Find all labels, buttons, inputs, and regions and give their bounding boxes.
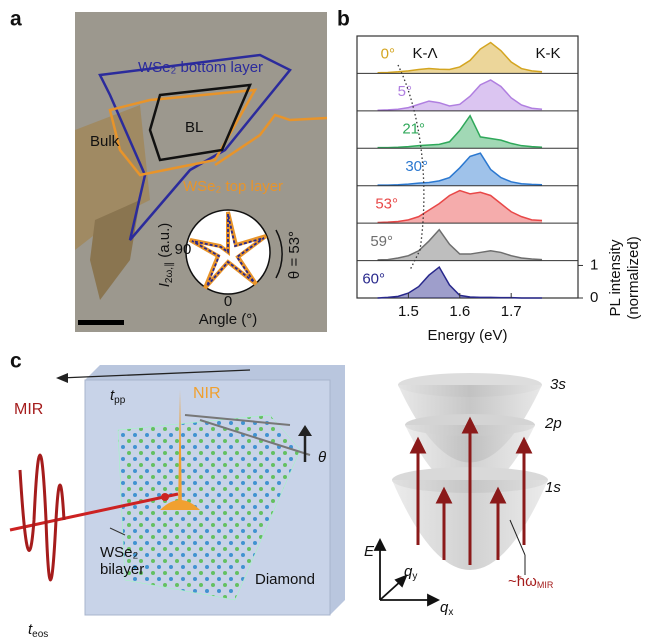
spectrum-line <box>377 189 543 224</box>
polar-tick: 90 <box>175 241 192 258</box>
panel-label: b <box>337 8 350 31</box>
spectrum-line <box>377 152 543 186</box>
state-label: 3s <box>550 376 566 393</box>
spectrum-line <box>377 41 543 74</box>
x-tick-label: 1.7 <box>501 303 522 320</box>
polar-ylabel: I2ω,∥ (a.u.) <box>156 223 175 288</box>
illustration <box>9 365 548 616</box>
label-base: t <box>110 387 115 404</box>
label-sub: x <box>448 607 453 618</box>
spectrum-area <box>377 153 543 186</box>
guide-curve <box>397 64 425 271</box>
annotation: K-K <box>535 45 560 62</box>
y-axis-label: (normalized) <box>625 236 642 319</box>
spectra-chart: 0° 5° 21° 30° 53° 59° 60° 1.5 1.6 1.7 0 1 Energy (eV… <box>356 35 642 344</box>
label-sub: eos <box>32 629 48 640</box>
panel-label: a <box>10 8 22 31</box>
y-tick-label: 1 <box>590 256 598 273</box>
label-base: I <box>156 283 173 287</box>
label-base: ~ħω <box>508 573 537 590</box>
series-label: 5° <box>398 83 412 100</box>
annotation: tpp <box>110 387 126 406</box>
micrograph <box>75 12 328 332</box>
panel-label: c <box>10 350 22 373</box>
label-base: q <box>440 599 449 616</box>
polar-xlabel: Angle (°) <box>199 311 258 328</box>
annotation: WSe₂ <box>100 544 139 561</box>
plot-frame <box>356 35 579 299</box>
annotation: ~ħωMIR <box>508 573 554 590</box>
annotation: θ <box>318 449 326 466</box>
y-tick-label: 0 <box>590 289 598 306</box>
annotation: WSe₂ top layer <box>183 178 283 195</box>
spectrum-area <box>377 190 543 224</box>
annotation: Bulk <box>90 133 120 150</box>
label-base: q <box>404 563 413 580</box>
series-label: 59° <box>370 233 393 250</box>
annotation: bilayer <box>100 561 144 578</box>
polar-tick: 0 <box>224 293 232 310</box>
y-axis-label: PL intensity <box>607 239 624 316</box>
label-sub: y <box>412 571 417 582</box>
x-tick-label: 1.5 <box>398 303 419 320</box>
axis-label: qx <box>440 599 453 618</box>
series-label: 30° <box>405 158 428 175</box>
label-base: t <box>28 621 33 638</box>
label-unit: (a.u.) <box>156 223 173 262</box>
series-label: 21° <box>402 121 425 138</box>
state-label: 2p <box>544 415 562 432</box>
spectrum-area <box>377 229 543 261</box>
spectrum-area <box>377 267 543 298</box>
label-sub: pp <box>114 395 126 406</box>
axis-label: qy <box>404 563 417 582</box>
spectrum-line <box>377 228 543 261</box>
annotation: BL <box>185 119 203 136</box>
series-label: 60° <box>362 270 385 287</box>
label-sub: MIR <box>537 580 554 590</box>
axis-label: E <box>364 543 375 560</box>
x-tick-label: 1.6 <box>449 303 470 320</box>
state-label: 1s <box>545 479 561 496</box>
spectrum-line <box>377 114 543 149</box>
annotation: Diamond <box>255 571 315 588</box>
annotation: MIR <box>14 401 43 418</box>
annotation: K-Λ <box>412 45 437 62</box>
annotation: NIR <box>193 385 221 402</box>
angle-label: θ = 53° <box>286 231 303 279</box>
label-sub: 2ω,∥ <box>164 262 175 283</box>
series-label: 53° <box>375 195 398 212</box>
x-axis-label: Energy (eV) <box>427 327 507 344</box>
annotation: teos <box>28 621 48 640</box>
series-label: 0° <box>381 46 395 63</box>
spectrum-line <box>377 79 543 111</box>
annotation: WSe₂ bottom layer <box>138 59 263 76</box>
spectrum-area <box>377 79 543 111</box>
spectrum-area <box>377 42 543 74</box>
